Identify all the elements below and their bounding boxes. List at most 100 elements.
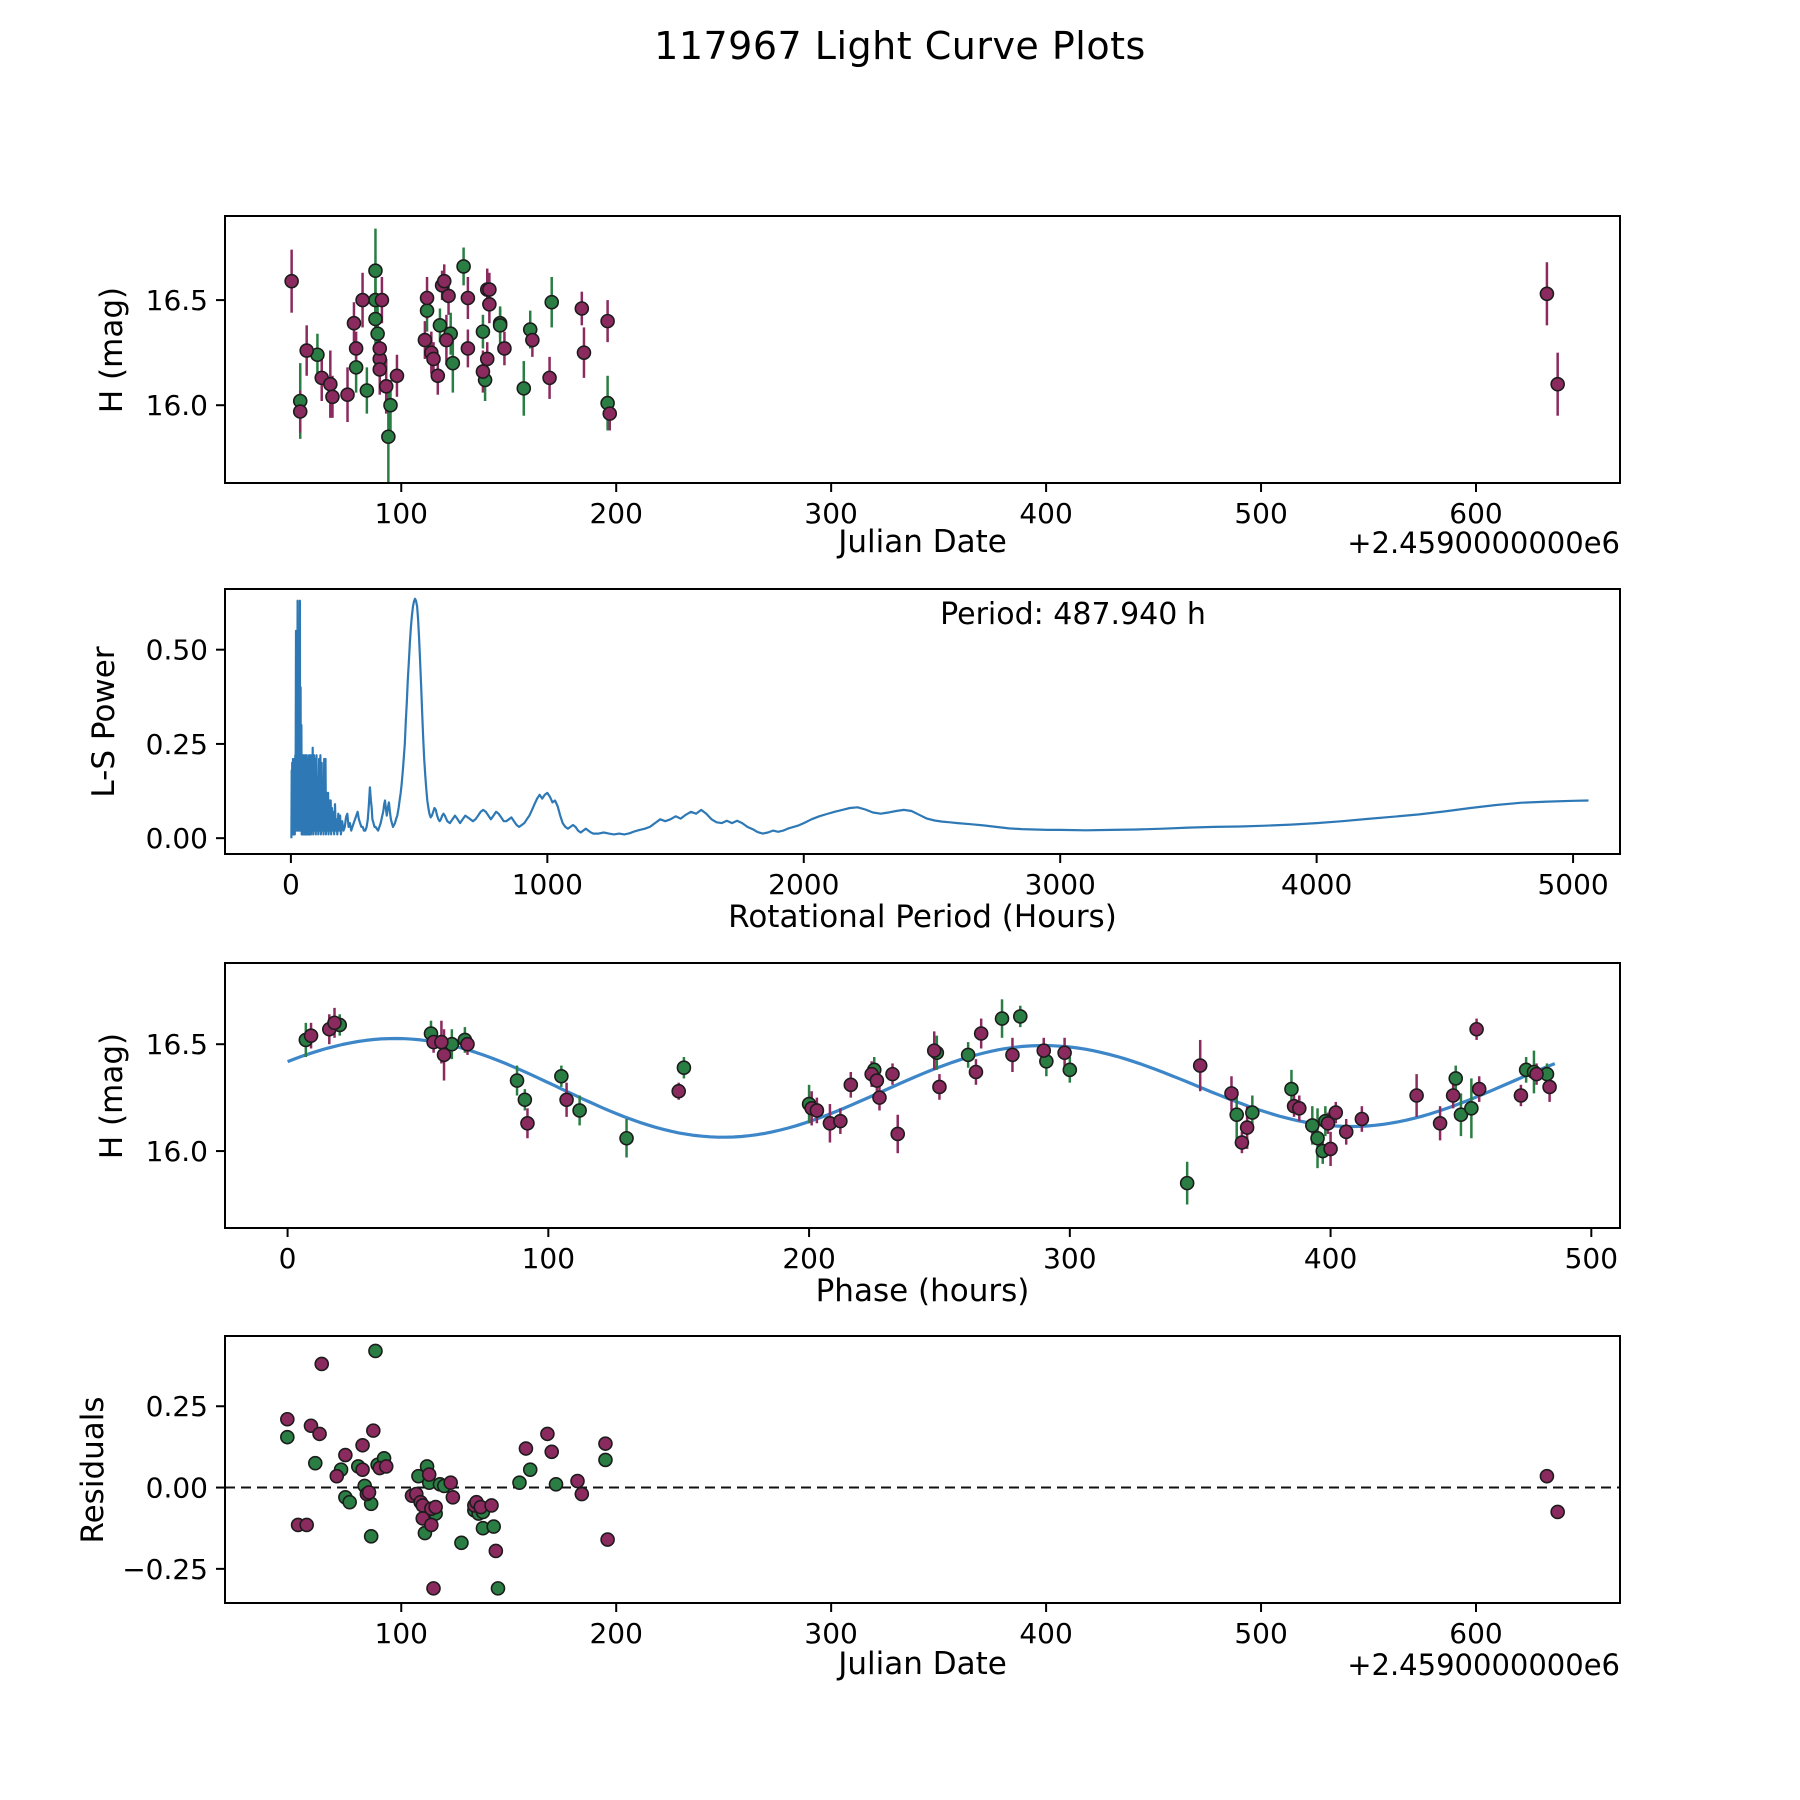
data-point	[460, 341, 476, 356]
x-tick-label: 100	[375, 1617, 428, 1650]
data-point	[383, 397, 398, 413]
x-tick-label: 500	[1565, 1242, 1618, 1275]
data-point	[355, 1462, 370, 1477]
data-point	[602, 406, 618, 421]
x-tick-label: 400	[1019, 497, 1072, 530]
data-point	[372, 362, 388, 377]
data-point	[1550, 1504, 1565, 1520]
data-point	[1513, 1088, 1529, 1103]
data-point	[1036, 1043, 1052, 1058]
x-tick-label: 3000	[1025, 868, 1096, 901]
data-point	[419, 290, 435, 306]
data-point	[436, 1047, 452, 1063]
data-point	[1291, 1101, 1307, 1116]
data-point	[445, 355, 461, 371]
data-point	[428, 1499, 443, 1515]
x-tick-label: 100	[522, 1242, 575, 1275]
figure-title: 117967 Light Curve Plots	[654, 24, 1146, 68]
data-point	[1445, 1088, 1461, 1103]
data-point	[574, 301, 590, 316]
data-point	[363, 1529, 379, 1544]
data-point	[1409, 1088, 1424, 1103]
y-tick-label: 0.50	[146, 634, 208, 667]
data-point	[475, 324, 491, 339]
jd-plot-ylabel: H (mag)	[94, 286, 130, 414]
residuals-xlabel: Julian Date	[838, 1646, 1007, 1682]
data-point	[303, 1028, 319, 1043]
data-point	[598, 1436, 613, 1451]
data-point	[833, 1113, 848, 1129]
data-point	[368, 311, 383, 327]
data-point	[619, 1130, 634, 1146]
jd-magnitude-plot-canvas: 100 200 300 400 500 600 16.0 16.5	[146, 215, 1621, 530]
data-point	[544, 1444, 560, 1460]
axes-frame	[224, 1335, 1621, 1604]
x-tick-label: 400	[1304, 1242, 1357, 1275]
data-point	[1453, 1107, 1469, 1123]
data-point	[299, 1517, 314, 1533]
x-tick-label: 5000	[1537, 868, 1608, 901]
data-point	[973, 1026, 989, 1041]
x-tick-label: 200	[589, 1617, 642, 1650]
y-tick-label: 0.00	[146, 822, 208, 855]
data-point	[327, 1015, 342, 1031]
data-point	[299, 343, 314, 358]
data-point	[890, 1126, 906, 1142]
data-point	[517, 1092, 533, 1108]
data-point	[484, 1498, 499, 1513]
data-point	[1005, 1047, 1020, 1063]
data-point	[314, 1356, 330, 1372]
data-point	[676, 1060, 692, 1076]
data-point	[361, 1485, 377, 1500]
data-point	[1469, 1021, 1484, 1037]
data-point	[559, 1092, 574, 1108]
data-point	[574, 1486, 590, 1502]
data-point	[598, 1452, 613, 1468]
x-tick-label: 500	[1234, 1617, 1287, 1650]
data-point	[1448, 1071, 1464, 1086]
data-point	[434, 1034, 449, 1050]
data-point	[600, 313, 615, 329]
data-point	[885, 1066, 900, 1082]
data-point	[1239, 1120, 1255, 1135]
x-tick-label: 600	[1449, 497, 1502, 530]
data-point	[482, 282, 497, 297]
data-point	[445, 1490, 461, 1505]
data-point	[424, 1517, 439, 1533]
data-point	[342, 1494, 357, 1510]
axes-frame	[224, 962, 1621, 1229]
data-point	[368, 263, 383, 278]
data-point	[1305, 1118, 1320, 1133]
data-point	[1529, 1066, 1544, 1082]
x-tick-label: 200	[589, 497, 642, 530]
data-point	[843, 1077, 859, 1093]
data-point	[355, 1437, 370, 1453]
data-point	[548, 1476, 564, 1492]
x-tick-label: 300	[804, 1617, 857, 1650]
data-point	[417, 332, 433, 348]
data-point	[570, 1473, 585, 1489]
data-point	[419, 303, 435, 318]
data-point	[994, 1011, 1010, 1026]
data-point	[426, 1581, 441, 1596]
y-tick-label: 16.5	[146, 1028, 208, 1061]
data-point	[460, 290, 476, 306]
data-point	[1012, 1009, 1028, 1024]
data-point	[366, 1423, 381, 1438]
y-tick-label: 16.5	[146, 284, 208, 317]
data-point	[368, 1343, 383, 1359]
data-point	[1192, 1058, 1208, 1073]
periodogram-xlabel: Rotational Period (Hours)	[728, 899, 1117, 935]
data-point	[486, 1519, 501, 1534]
data-point	[932, 1079, 947, 1095]
data-point	[1542, 1079, 1557, 1095]
data-point	[1354, 1111, 1370, 1127]
phase-plot-ylabel: H (mag)	[94, 1032, 130, 1160]
data-point	[671, 1083, 687, 1099]
data-point	[600, 1532, 615, 1547]
data-point	[576, 345, 592, 360]
data-point	[572, 1103, 587, 1118]
data-point	[518, 1441, 534, 1456]
data-point	[439, 332, 454, 348]
x-tick-label: 1000	[512, 868, 583, 901]
